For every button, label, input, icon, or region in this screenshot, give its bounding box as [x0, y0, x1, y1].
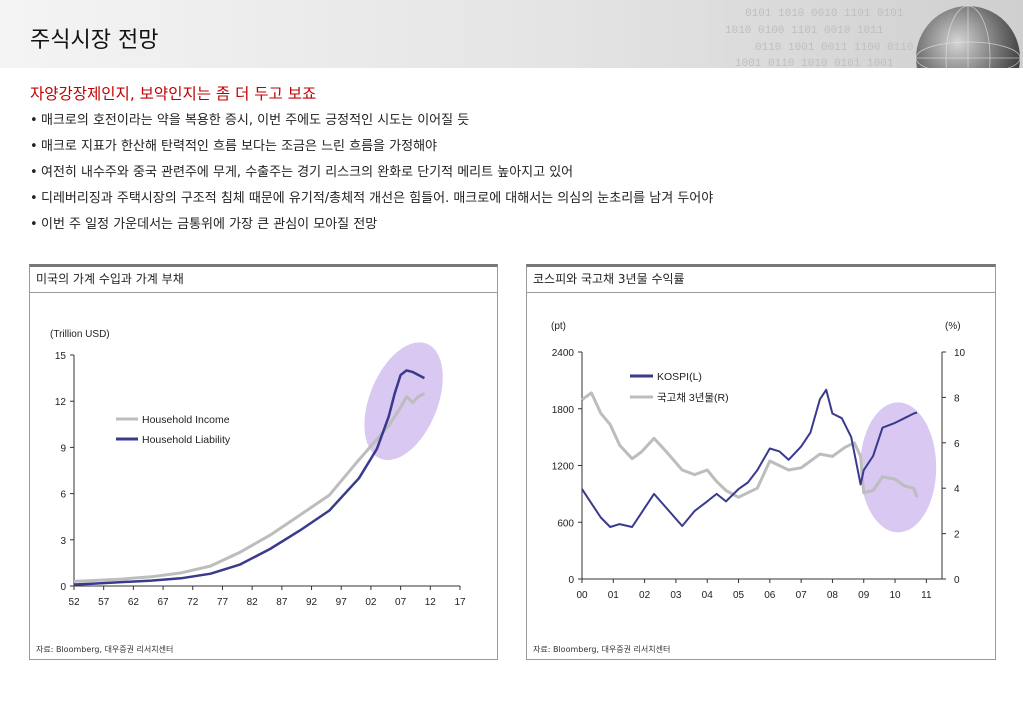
legend-label: Household Liability	[142, 434, 231, 446]
svg-text:1001 0110 1010 0101 1001: 1001 0110 1010 0101 1001	[735, 58, 894, 68]
kospi-line	[581, 388, 918, 528]
y-tick-label: 15	[55, 351, 67, 362]
x-tick-label: 08	[827, 590, 839, 601]
svg-text:0110 1001 0011 1100 0110: 0110 1001 0011 1100 0110	[755, 42, 913, 54]
x-tick-label: 72	[187, 597, 199, 608]
left-y-tick-label: 2400	[552, 348, 575, 359]
x-tick-label: 97	[336, 597, 348, 608]
right-y-tick-label: 4	[954, 484, 960, 495]
x-tick-label: 02	[639, 590, 651, 601]
bullet-icon: •	[30, 165, 38, 180]
list-item-text: 매크로의 호전이라는 약을 복용한 증시, 이번 주에도 긍정적인 시도는 이어…	[41, 113, 470, 128]
right-y-tick-label: 2	[954, 530, 960, 541]
right-y-tick-label: 10	[954, 348, 966, 359]
section-headline: 자양강장제인지, 보약인지는 좀 더 두고 보죠	[30, 85, 317, 103]
right-y-tick-label: 6	[954, 439, 960, 450]
right-axis-unit-label: (%)	[945, 321, 961, 332]
bond-yield-line	[581, 391, 919, 499]
x-tick-label: 05	[733, 590, 745, 601]
y-tick-label: 0	[60, 582, 66, 593]
x-tick-label: 92	[306, 597, 318, 608]
x-tick-label: 77	[217, 597, 229, 608]
x-tick-label: 52	[68, 597, 80, 608]
chart-panel-kospi: 코스피와 국고채 3년물 수익률 (pt) (%) 0 600 1200 1800 2400…	[526, 264, 996, 660]
header-bar: 주식시장 전망 0101 1010 0010 1101 0101 1010 01…	[0, 0, 1023, 68]
left-y-tick-label: 600	[557, 518, 574, 529]
legend-label: 국고채 3년물(R)	[657, 392, 729, 404]
list-item: • 디레버리징과 주택시장의 구조적 침체 때문에 유기적/총체적 개선은 힘들어…	[30, 186, 713, 212]
x-tick-label: 57	[98, 597, 110, 608]
legend-label: Household Income	[142, 414, 230, 426]
x-tick-label: 17	[454, 597, 466, 608]
bullet-icon: •	[30, 113, 38, 128]
list-item-text: 여전히 내수주와 중국 관련주에 무게, 수출주는 경기 리스크의 완화로 단기…	[41, 165, 574, 180]
y-tick-label: 3	[60, 536, 66, 547]
x-tick-label: 87	[276, 597, 288, 608]
chart-panel-household: 미국의 가계 수입과 가계 부채 (Trillion USD) 0 3 6 9 12 15 5…	[29, 264, 498, 660]
x-tick-label: 12	[425, 597, 437, 608]
x-tick-label: 67	[158, 597, 170, 608]
list-item-text: 매크로 지표가 한산해 탄력적인 흐름 보다는 조금은 느린 흐름을 가정해야	[41, 139, 437, 154]
chart-source: 자료: Bloomberg, 대우증권 리서치센터	[533, 645, 671, 654]
household-income-line	[73, 392, 426, 583]
x-tick-label: 04	[702, 590, 714, 601]
x-tick-label: 82	[247, 597, 259, 608]
right-y-tick-label: 8	[954, 393, 960, 404]
list-item: • 매크로의 호전이라는 약을 복용한 증시, 이번 주에도 긍정적인 시도는 이…	[30, 108, 713, 134]
x-tick-label: 10	[889, 590, 901, 601]
list-item: • 이번 주 일정 가운데서는 금통위에 가장 큰 관심이 모아질 전망	[30, 212, 713, 238]
x-tick-label: 02	[365, 597, 377, 608]
household-chart: (Trillion USD) 0 3 6 9 12 15 52 57 62 67 72 77 82 87 92…	[50, 329, 466, 608]
left-y-tick-label: 1800	[552, 405, 575, 416]
chart-title: 미국의 가계 수입과 가계 부채	[30, 267, 497, 293]
svg-text:1010 0100 1101 0010 1011: 1010 0100 1101 0010 1011	[725, 25, 884, 37]
left-y-tick-label: 1200	[552, 462, 575, 473]
x-tick-label: 62	[128, 597, 140, 608]
y-tick-label: 6	[60, 490, 66, 501]
right-y-tick-label: 0	[954, 575, 960, 586]
y-tick-label: 9	[60, 443, 66, 454]
x-tick-label: 09	[858, 590, 870, 601]
bullet-icon: •	[30, 191, 38, 206]
svg-text:0101 1010 0010 1101 0101: 0101 1010 0010 1101 0101	[745, 8, 904, 20]
page-title: 주식시장 전망	[30, 28, 159, 53]
list-item: • 매크로 지표가 한산해 탄력적인 흐름 보다는 조금은 느린 흐름을 가정해야	[30, 134, 713, 160]
x-tick-label: 06	[764, 590, 776, 601]
list-item: • 여전히 내수주와 중국 관련주에 무게, 수출주는 경기 리스크의 완화로 단…	[30, 160, 713, 186]
bullet-icon: •	[30, 139, 38, 154]
x-tick-label: 01	[608, 590, 620, 601]
x-tick-label: 11	[921, 590, 932, 601]
legend-label: KOSPI(L)	[657, 371, 702, 383]
y-axis-unit-label: (Trillion USD)	[50, 329, 110, 340]
left-axis-unit-label: (pt)	[551, 321, 566, 332]
x-tick-label: 03	[670, 590, 682, 601]
bullet-list: • 매크로의 호전이라는 약을 복용한 증시, 이번 주에도 긍정적인 시도는 이…	[30, 108, 713, 238]
y-tick-label: 12	[55, 397, 67, 408]
x-tick-label: 00	[576, 590, 588, 601]
list-item-text: 이번 주 일정 가운데서는 금통위에 가장 큰 관심이 모아질 전망	[41, 217, 378, 232]
left-y-tick-label: 0	[568, 575, 574, 586]
list-item-text: 디레버리징과 주택시장의 구조적 침체 때문에 유기적/총체적 개선은 힘들어.…	[41, 191, 714, 206]
chart-title: 코스피와 국고채 3년물 수익률	[527, 267, 995, 293]
x-tick-label: 07	[395, 597, 407, 608]
chart-source: 자료: Bloomberg, 대우증권 리서치센터	[36, 645, 174, 654]
bullet-icon: •	[30, 217, 38, 232]
household-liability-line	[73, 369, 425, 586]
x-tick-label: 07	[796, 590, 808, 601]
globe-decoration-icon: 0101 1010 0010 1101 0101 1010 0100 1101 …	[725, 5, 1021, 68]
